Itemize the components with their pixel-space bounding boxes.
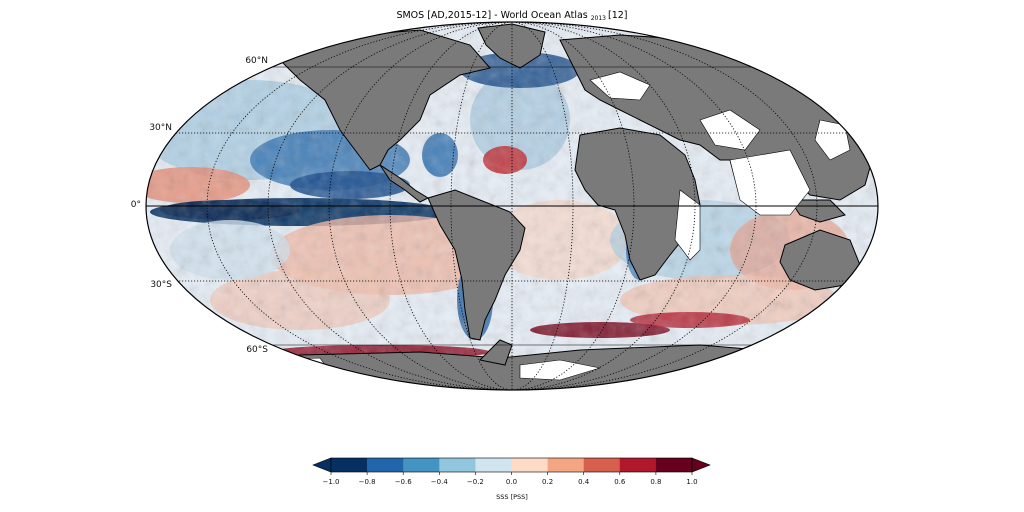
latitude-labels: 60°N 30°N 0° 30°S 60°S <box>131 56 269 355</box>
north-america <box>279 29 491 171</box>
colorbar-bins <box>331 458 693 472</box>
colorbar-bin <box>331 458 368 472</box>
colorbar-bin <box>367 458 404 472</box>
colorbar-bin <box>655 458 693 472</box>
map-title: SMOS [AD,2015-12] - World Ocean Atlas 201… <box>396 10 627 22</box>
colorbar-bin <box>475 458 512 472</box>
colorbar-extend-low <box>312 457 332 473</box>
colorbar-bin <box>547 458 584 472</box>
colorbar-tick-label: −1.0 <box>323 478 340 486</box>
colorbar-tick-label: 0.8 <box>650 478 661 486</box>
lat-label-60n: 60°N <box>245 56 268 66</box>
africa <box>574 127 701 281</box>
map-globe <box>145 21 879 391</box>
central-america <box>379 164 430 203</box>
colorbar-bin <box>619 458 657 472</box>
colorbar-tick-label: −0.2 <box>467 478 484 486</box>
colorbar-bin <box>583 458 621 472</box>
colorbar-bin <box>403 458 440 472</box>
globe-outline <box>145 21 879 391</box>
colorbar-tick-label: −0.4 <box>431 478 449 486</box>
colorbar-tick-label: 0.2 <box>542 478 553 486</box>
colorbar-tick-label: 0.6 <box>614 478 626 486</box>
colorbar-bin <box>511 458 548 472</box>
colorbar-tick-label: −0.6 <box>395 478 413 486</box>
colorbar-tick-label: −0.8 <box>359 478 376 486</box>
colorbar: −1.0 −0.8 −0.6 −0.4 −0.2 0.0 0.2 0.4 0.6 0.8 1.0 S… <box>312 457 711 501</box>
colorbar-ticks: −1.0 −0.8 −0.6 −0.4 −0.2 0.0 0.2 0.4 0.6 0.8 1.0 <box>323 472 698 486</box>
lat-label-30s: 30°S <box>150 280 172 290</box>
colorbar-extend-high <box>691 457 711 473</box>
colorbar-tick-label: 0.0 <box>506 478 517 486</box>
colorbar-tick-label: 1.0 <box>686 478 697 486</box>
lat-label-60s: 60°S <box>246 345 268 355</box>
greenland <box>477 23 546 69</box>
colorbar-bin <box>439 458 476 472</box>
lat-label-0: 0° <box>131 200 141 210</box>
lat-label-30n: 30°N <box>149 123 172 133</box>
colorbar-tick-label: 0.4 <box>578 478 590 486</box>
colorbar-label: SSS [PSS] <box>496 493 528 501</box>
